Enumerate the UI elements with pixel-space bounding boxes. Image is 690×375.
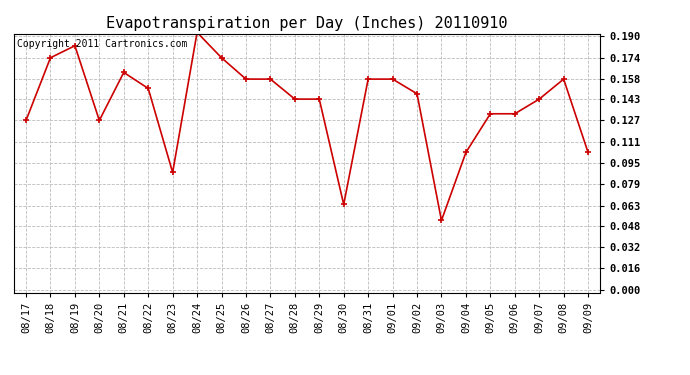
Text: Copyright 2011 Cartronics.com: Copyright 2011 Cartronics.com <box>17 39 187 49</box>
Title: Evapotranspiration per Day (Inches) 20110910: Evapotranspiration per Day (Inches) 2011… <box>106 16 508 31</box>
